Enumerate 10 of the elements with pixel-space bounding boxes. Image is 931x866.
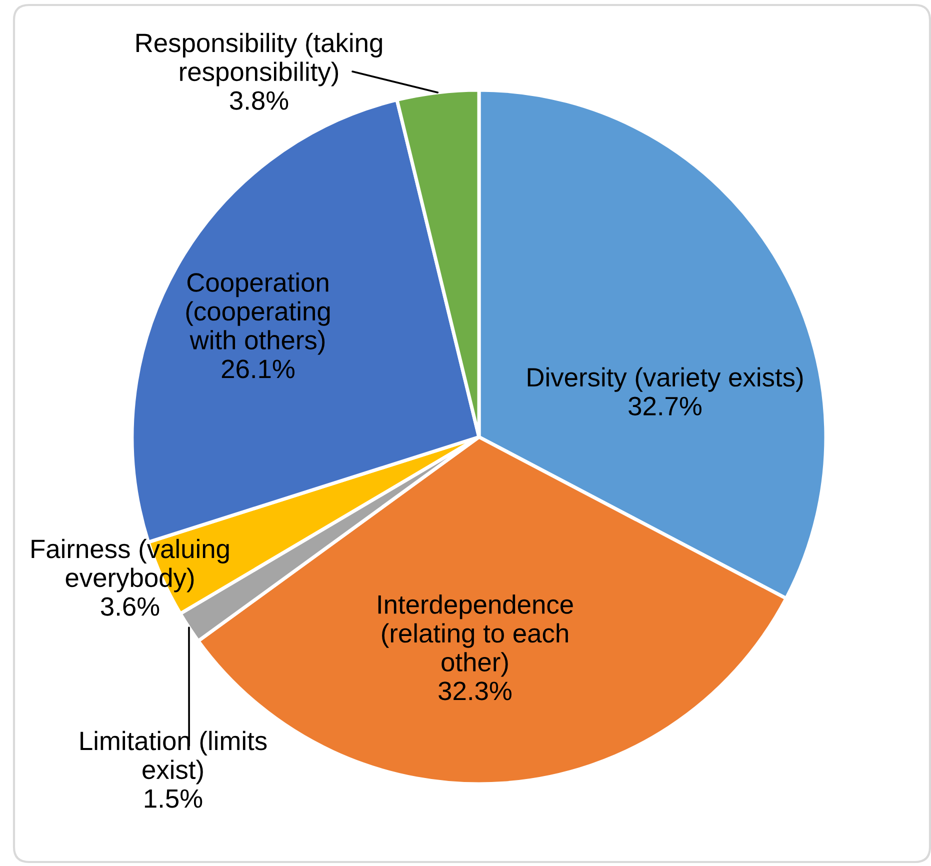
slice-label: Responsibility (taking responsibility) (136, 32, 382, 86)
data-label: 3.8% (230, 91, 288, 110)
data-label: 1.5% (144, 789, 202, 808)
slice-label: Diversity (variety exists) (528, 367, 803, 392)
data-label: 3.6% (100, 597, 160, 616)
slice-label: Cooperation (cooperating with others) (186, 272, 330, 355)
data-label: 32.7% (628, 396, 702, 416)
data-label: 32.3% (438, 682, 512, 700)
slice-label: Interdependence (relating to each other) (378, 594, 573, 677)
data-label: 26.1% (222, 360, 294, 378)
